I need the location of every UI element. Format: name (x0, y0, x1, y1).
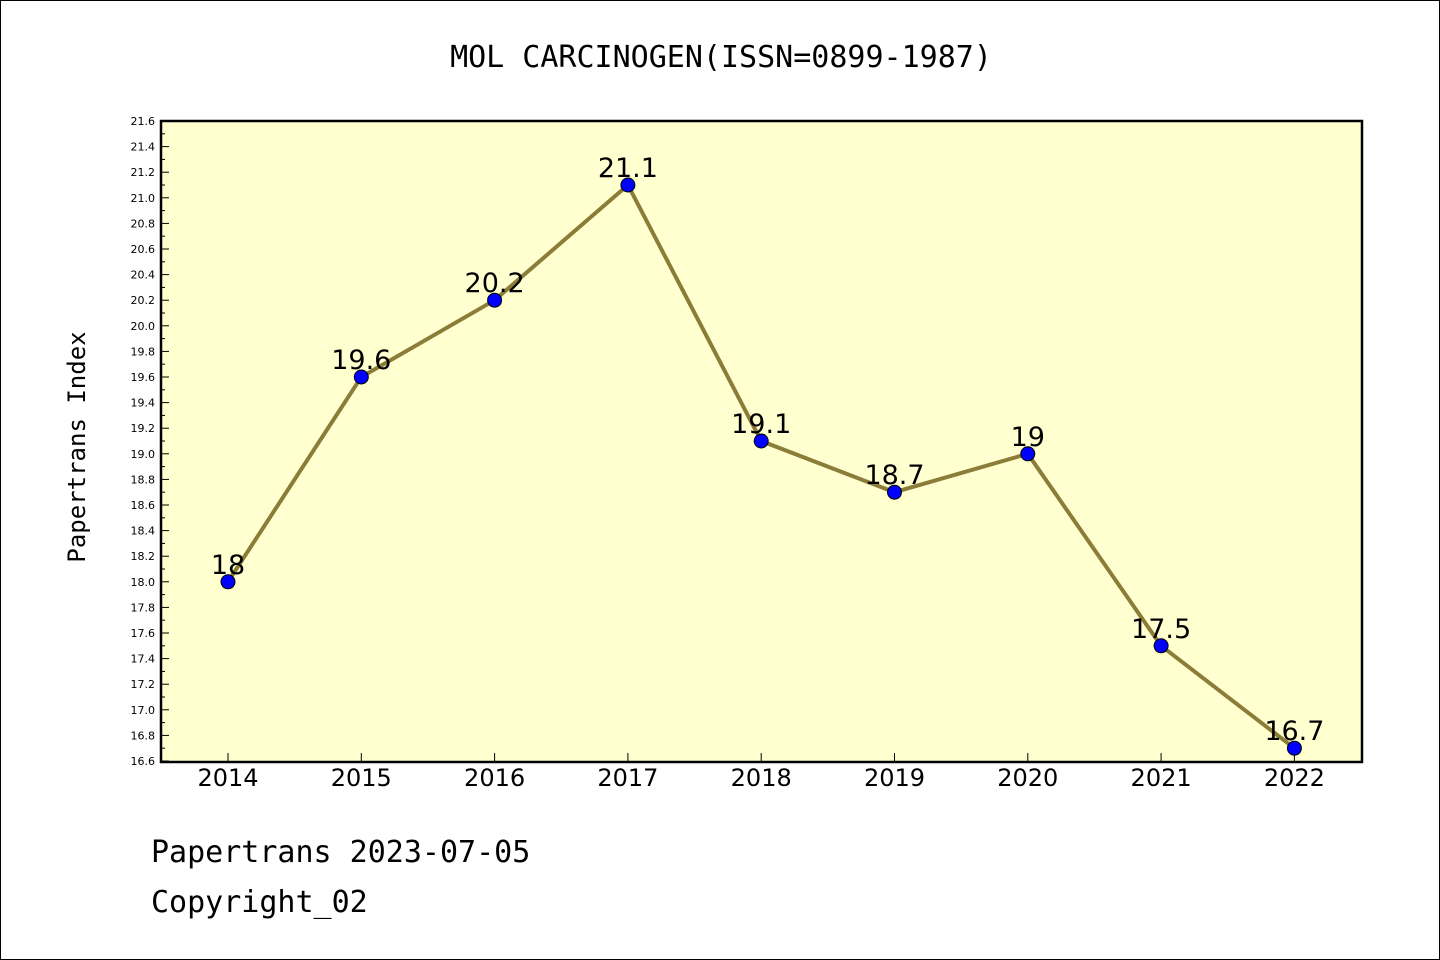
data-label: 17.5 (1131, 614, 1191, 645)
data-label: 18 (211, 550, 245, 581)
data-point (1153, 638, 1169, 654)
y-axis-label: Papertrans Index (63, 331, 91, 562)
data-point (1286, 740, 1302, 756)
y-tick-label: 20.4 (131, 269, 156, 282)
y-tick-label: 19.2 (131, 422, 156, 435)
data-label: 21.1 (598, 153, 658, 184)
data-point (220, 574, 236, 590)
data-point (620, 177, 636, 193)
footer-date: Papertrans 2023-07-05 (151, 835, 531, 870)
y-tick-label: 17.0 (131, 704, 156, 717)
y-tick-label: 19.0 (131, 448, 156, 461)
y-tick-label: 19.6 (131, 371, 156, 384)
x-tick-label: 2019 (864, 764, 925, 792)
data-label: 20.2 (465, 268, 525, 299)
y-tick-label: 18.2 (131, 550, 156, 563)
y-tick-label: 17.4 (131, 653, 156, 666)
y-tick-label: 16.8 (131, 729, 156, 742)
chart-title: MOL CARCINOGEN(ISSN=0899-1987) (450, 40, 992, 75)
y-tick-label: 18.6 (131, 499, 156, 512)
y-tick-label: 17.6 (131, 627, 156, 640)
y-tick-label: 21.0 (131, 192, 156, 205)
x-tick-label: 2018 (731, 764, 792, 792)
x-tick-label: 2022 (1264, 764, 1325, 792)
y-tick-label: 21.4 (131, 141, 156, 154)
y-tick-label: 19.4 (131, 397, 156, 410)
x-tick-label: 2021 (1131, 764, 1192, 792)
y-tick-label: 16.6 (131, 755, 156, 768)
data-label: 19.6 (331, 345, 391, 376)
y-axis-ticks: 16.6 16.8 17.0 17.2 17.4 17.6 17.8 18.0 18.2 18.4… (131, 115, 169, 768)
y-tick-label: 20.6 (131, 243, 156, 256)
data-point (487, 292, 503, 308)
x-tick-label: 2015 (331, 764, 392, 792)
data-point (887, 484, 902, 500)
data-label: 18.7 (864, 460, 924, 491)
y-tick-label: 18.8 (131, 473, 156, 486)
data-point (753, 433, 769, 449)
x-tick-label: 2020 (997, 764, 1058, 792)
y-tick-label: 18.4 (131, 525, 156, 538)
y-tick-label: 21.6 (131, 115, 156, 128)
series-group: 18 19.6 20.2 21.1 19.1 18.7 19 17.5 16.7 (211, 153, 1324, 756)
data-point (353, 369, 369, 385)
footer-copyright: Copyright_02 (151, 885, 368, 920)
data-point (1020, 446, 1036, 462)
y-tick-label: 17.2 (131, 678, 156, 691)
x-tick-label: 2016 (464, 764, 525, 792)
x-tick-label: 2014 (197, 764, 258, 792)
y-tick-label: 20.0 (131, 320, 156, 333)
data-label: 16.7 (1264, 716, 1324, 747)
x-tick-label: 2017 (597, 764, 658, 792)
y-tick-label: 17.8 (131, 601, 156, 614)
y-tick-label: 18.0 (131, 576, 156, 589)
x-axis-ticks: 2014 2015 2016 2017 2018 2019 2020 2021 2022 (197, 753, 1325, 792)
y-tick-label: 20.2 (131, 294, 156, 307)
y-tick-label: 19.8 (131, 345, 156, 358)
data-label: 19 (1011, 422, 1045, 453)
y-tick-label: 20.8 (131, 217, 156, 230)
y-tick-label: 21.2 (131, 166, 156, 179)
data-label: 19.1 (731, 409, 791, 440)
